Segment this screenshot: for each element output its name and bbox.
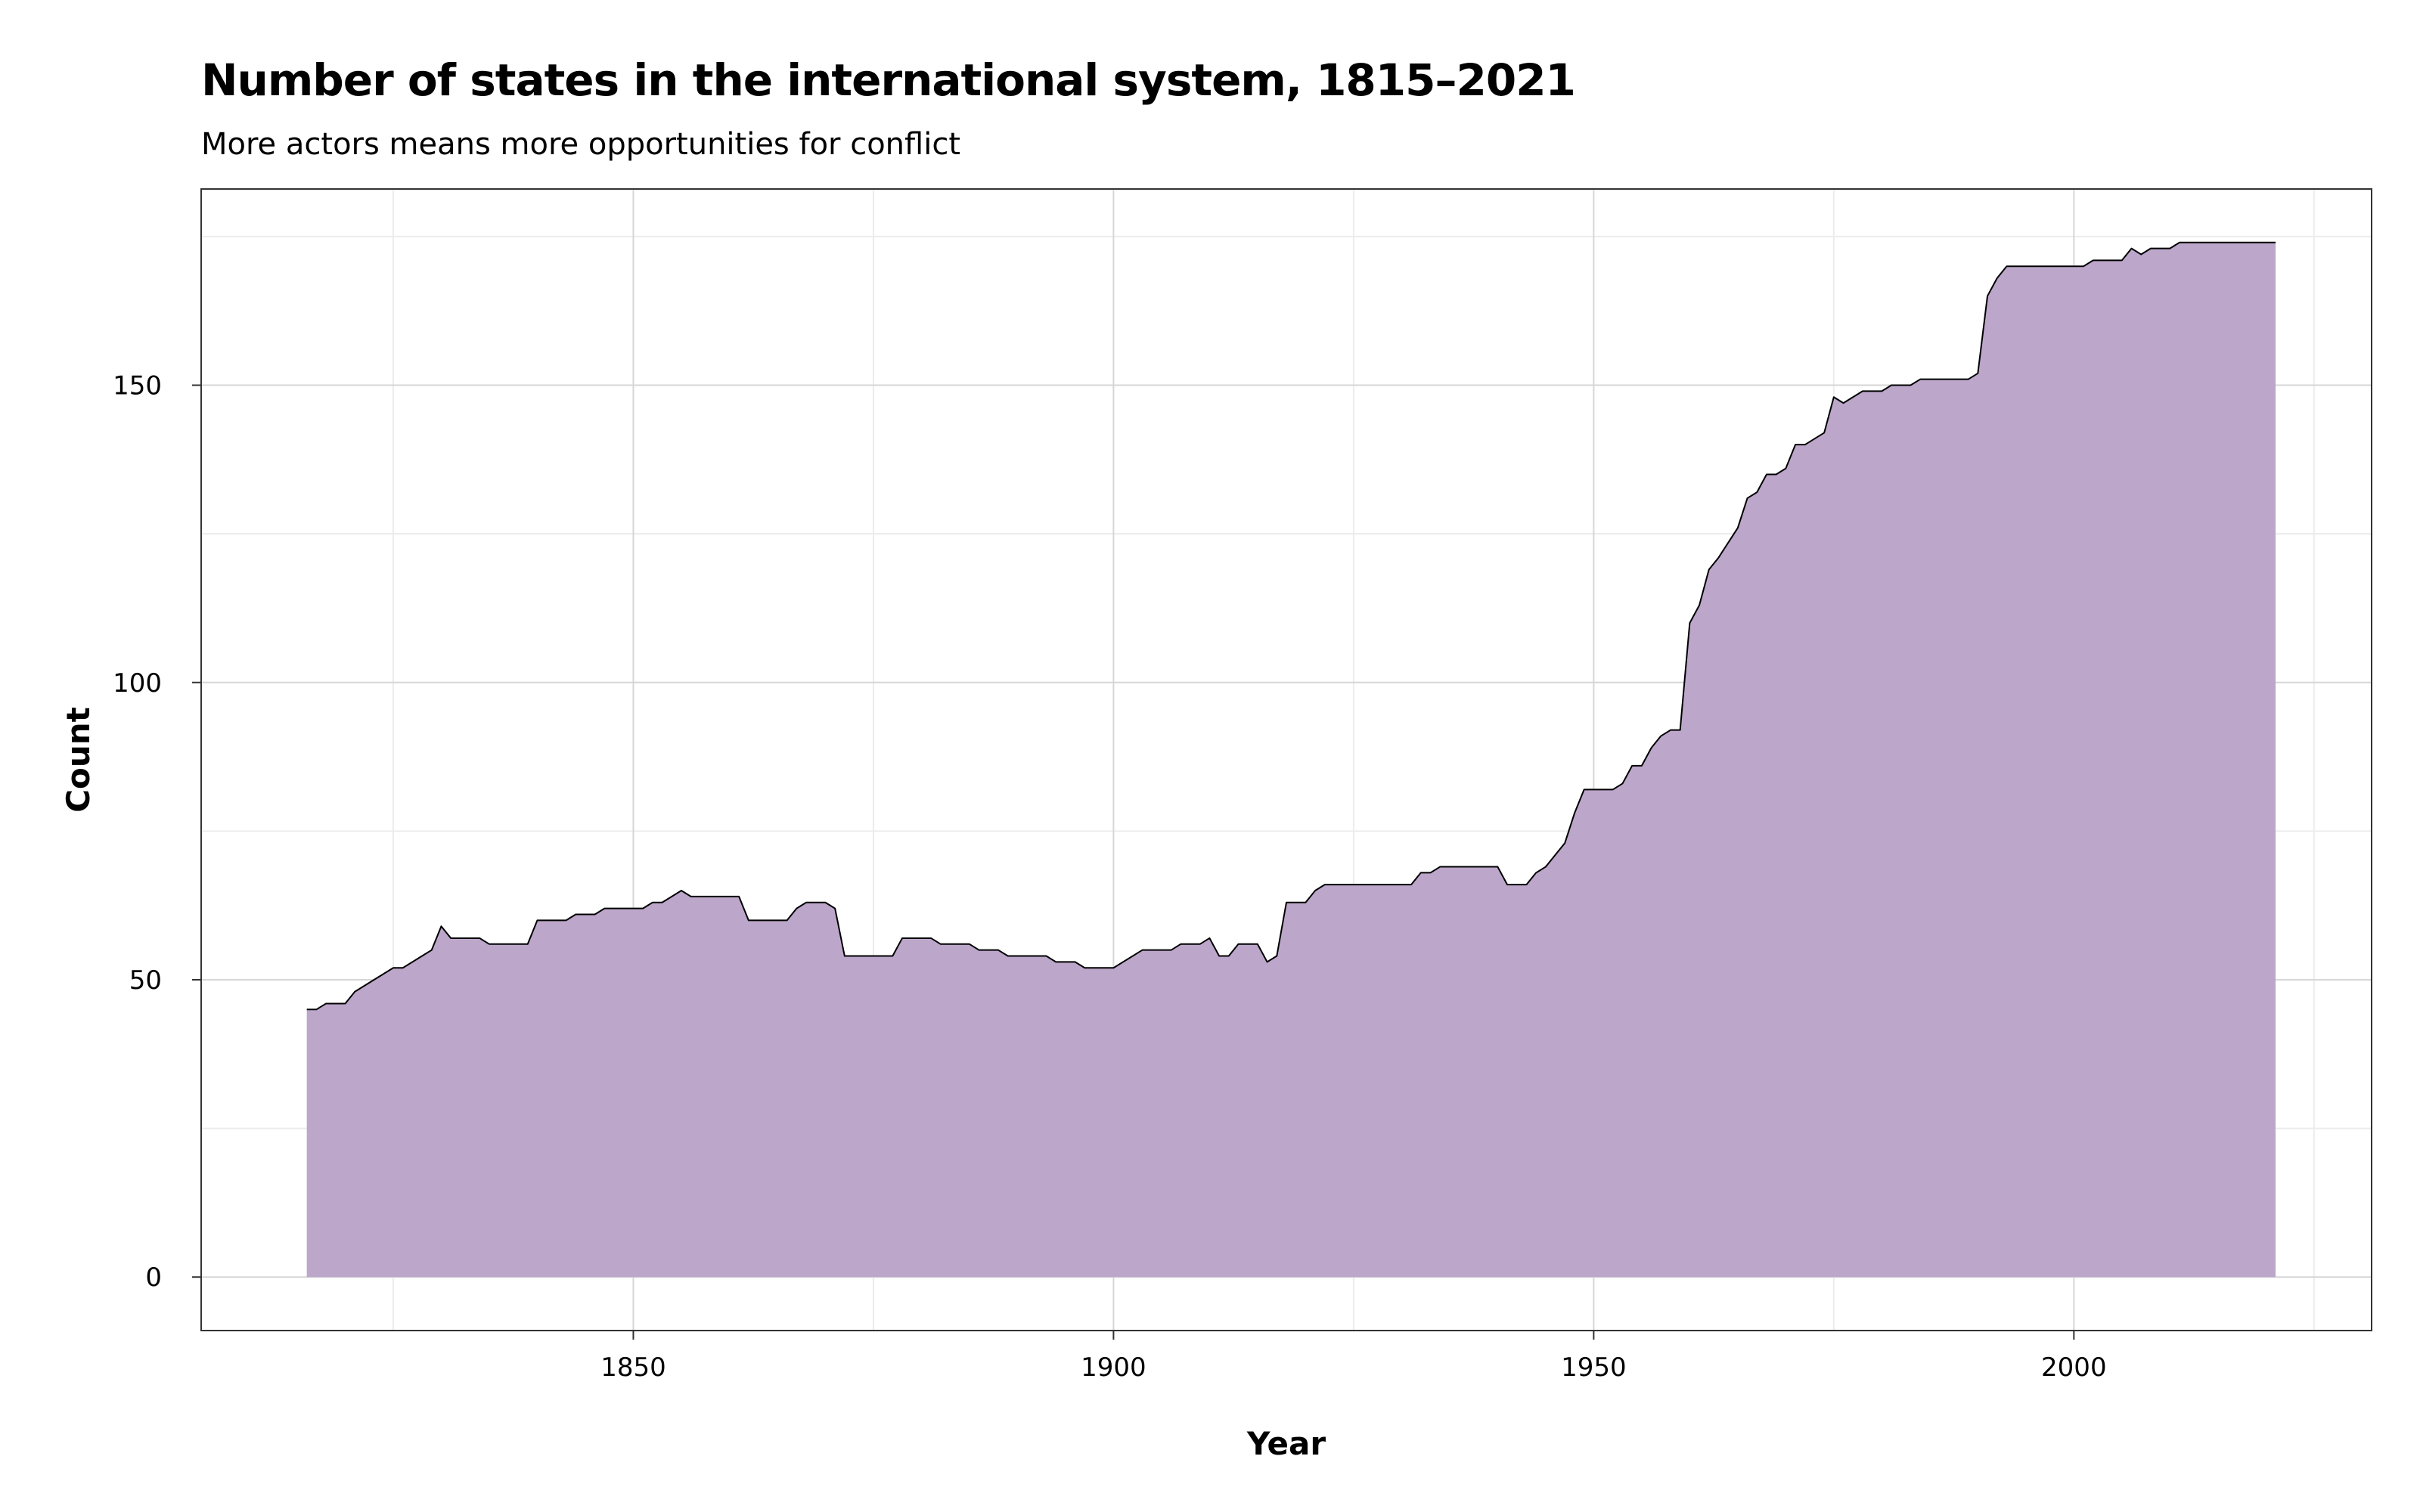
y-tick-label: 100 <box>113 668 162 699</box>
chart-title: Number of states in the international sy… <box>201 54 1576 106</box>
x-tick-label: 1950 <box>1561 1352 1627 1383</box>
y-axis-ticks: 0 50 100 150 <box>113 371 201 1293</box>
x-tick-label: 1900 <box>1081 1352 1146 1383</box>
y-tick-label: 0 <box>145 1263 162 1293</box>
area-outline <box>306 241 2276 1011</box>
x-tick-label: 1850 <box>600 1352 666 1383</box>
y-tick-label: 50 <box>129 965 162 996</box>
x-tick-label: 2000 <box>2041 1352 2107 1383</box>
x-axis-label: Year <box>1246 1425 1326 1462</box>
area-fill <box>306 242 2276 1278</box>
chart-subtitle: More actors means more opportunities for… <box>201 127 961 162</box>
y-tick-label: 150 <box>113 371 162 401</box>
x-axis-ticks: 1850 1900 1950 2000 <box>600 1331 2107 1383</box>
plot-panel-border <box>200 188 2372 1331</box>
y-axis-label: Count <box>60 707 97 813</box>
